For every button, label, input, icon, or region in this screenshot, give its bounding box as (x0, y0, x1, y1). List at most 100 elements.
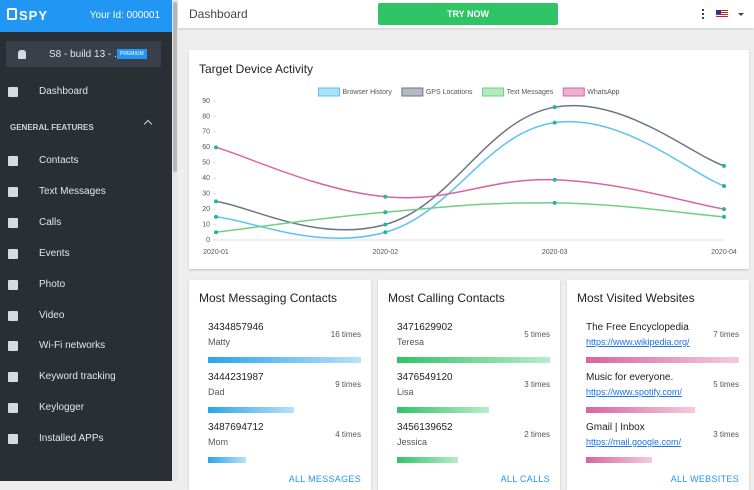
icon (8, 279, 18, 290)
entry-secondary: Matty (208, 337, 231, 347)
caret[interactable] (738, 13, 744, 19)
series-line (215, 104, 725, 231)
data-point (383, 210, 388, 215)
x-tick-label: 2020-01 (203, 249, 229, 256)
legend-label: WhatsApp (587, 89, 619, 96)
nav-item[interactable]: Text Messages (0, 180, 172, 204)
entry-count: 3 times (713, 430, 739, 439)
entry: Gmail | Inbox https://mail.google.com/3 t… (586, 422, 739, 447)
card-link[interactable]: ALL MESSAGES (288, 474, 361, 484)
count-bar (208, 407, 295, 413)
count-bar (397, 457, 459, 463)
y-tick-label: 80 (202, 113, 210, 120)
y-tick-label: 0 (206, 237, 210, 244)
nav-item[interactable]: Wi-Fi networks (0, 334, 172, 358)
menu-icon[interactable] (702, 9, 704, 19)
nav-label: Keyword tracking (39, 371, 116, 383)
x-tick-label: 2020-03 (542, 249, 568, 256)
entry-secondary: Lisa (397, 387, 414, 397)
data-point (383, 194, 388, 199)
nav-label: Video (39, 309, 65, 321)
nav-item[interactable]: Contacts (0, 149, 172, 173)
y-tick-label: 40 (202, 175, 210, 182)
entry-url[interactable]: https://mail.google.com/ (586, 437, 682, 447)
entry-secondary: Dad (208, 387, 225, 397)
legend-swatch (562, 87, 585, 97)
entry-url[interactable]: https://www.spotify.com/ (586, 387, 682, 397)
entry-url[interactable]: https://www.wikipedia.org/ (586, 337, 690, 347)
y-tick-label: 90 (202, 98, 210, 105)
chart-title: Target Device Activity (199, 62, 313, 76)
entry: 3456139652 Jessica 2 times (397, 422, 550, 447)
flag-icon[interactable] (716, 10, 728, 18)
card-title: Most Visited Websites (577, 291, 695, 305)
icon (8, 156, 18, 166)
legend-label: Text Messages (507, 89, 554, 96)
device-selector[interactable]: S8 - build 13 - ... PREMIUM (6, 41, 161, 67)
scroll-thumb[interactable] (173, 2, 177, 172)
legend-label: Browser History (342, 89, 392, 96)
legend: Browser History GPS Locations Text Message… (317, 87, 620, 97)
try-now-button[interactable]: TRY NOW (378, 3, 558, 25)
header: Dashboard TRY NOW (178, 0, 754, 28)
entry: The Free Encyclopedia https://www.wikiped… (586, 322, 739, 347)
nav-label: Events (39, 247, 70, 259)
card-title: Most Calling Contacts (388, 291, 505, 305)
nav-label: Photo (39, 278, 66, 290)
entry-count: 2 times (524, 430, 550, 439)
data-point (214, 199, 218, 204)
nav-item[interactable]: Calls (0, 211, 172, 235)
count-bar (208, 457, 247, 463)
logo: SPY (19, 8, 49, 23)
entry-primary: 3434857946 (208, 322, 264, 333)
icon (8, 310, 18, 321)
entry-primary: Music for everyone. (586, 372, 674, 383)
flag-canton (716, 10, 721, 14)
y-tick-label: 50 (202, 160, 210, 167)
series-line (215, 146, 725, 210)
count-bar (586, 357, 739, 363)
card: Most Visited Websites The Free Encycloped… (567, 280, 749, 490)
entry-primary: The Free Encyclopedia (586, 322, 689, 333)
entry-secondary: Mom (208, 437, 228, 447)
icon (8, 434, 18, 445)
legend-swatch (482, 87, 505, 97)
count-bar (397, 407, 489, 413)
entry-secondary: Jessica (397, 437, 428, 447)
nav-label: Wi-Fi networks (39, 340, 106, 352)
entry-count: 9 times (335, 380, 361, 389)
card-link[interactable]: ALL WEBSITES (670, 474, 739, 484)
icon (8, 341, 18, 352)
entry: 3471629902 Teresa 5 times (397, 322, 550, 347)
collapse-icon[interactable] (143, 119, 153, 129)
nav-label: Calls (39, 216, 62, 228)
nav-item[interactable]: Video (0, 304, 172, 328)
nav-label: Dashboard (39, 86, 88, 97)
sidebar: SPY Your Id: 000001 S8 - build 13 - ... … (0, 0, 172, 481)
y-tick-label: 30 (202, 191, 210, 198)
data-point (722, 163, 726, 168)
chart: Target Device Activity 0 10 20 30 40 50 60 70 80… (199, 62, 737, 256)
series-line (215, 202, 725, 234)
data-point (214, 230, 218, 235)
count-bar (208, 357, 361, 363)
count-bar (586, 407, 696, 413)
data-point (383, 230, 388, 235)
legend-label: GPS Locations (426, 89, 473, 96)
icon (8, 217, 18, 228)
entry-secondary: Teresa (397, 337, 425, 347)
entry-primary: Gmail | Inbox (586, 422, 645, 433)
data-point (214, 214, 218, 219)
nav-dashboard[interactable]: Dashboard (0, 80, 172, 104)
nav-item[interactable]: Keylogger (0, 396, 172, 420)
y-tick-label: 60 (202, 144, 210, 151)
entry-primary: 3476549120 (397, 372, 453, 383)
nav-item[interactable]: Photo (0, 273, 172, 297)
nav-item[interactable]: Events (0, 242, 172, 266)
nav-item[interactable]: Keyword tracking (0, 365, 172, 389)
entry-primary: 3471629902 (397, 322, 453, 333)
nav-label: Keylogger (39, 402, 85, 414)
nav-item[interactable]: Installed APPs (0, 427, 172, 451)
card-link[interactable]: ALL CALLS (500, 474, 550, 484)
